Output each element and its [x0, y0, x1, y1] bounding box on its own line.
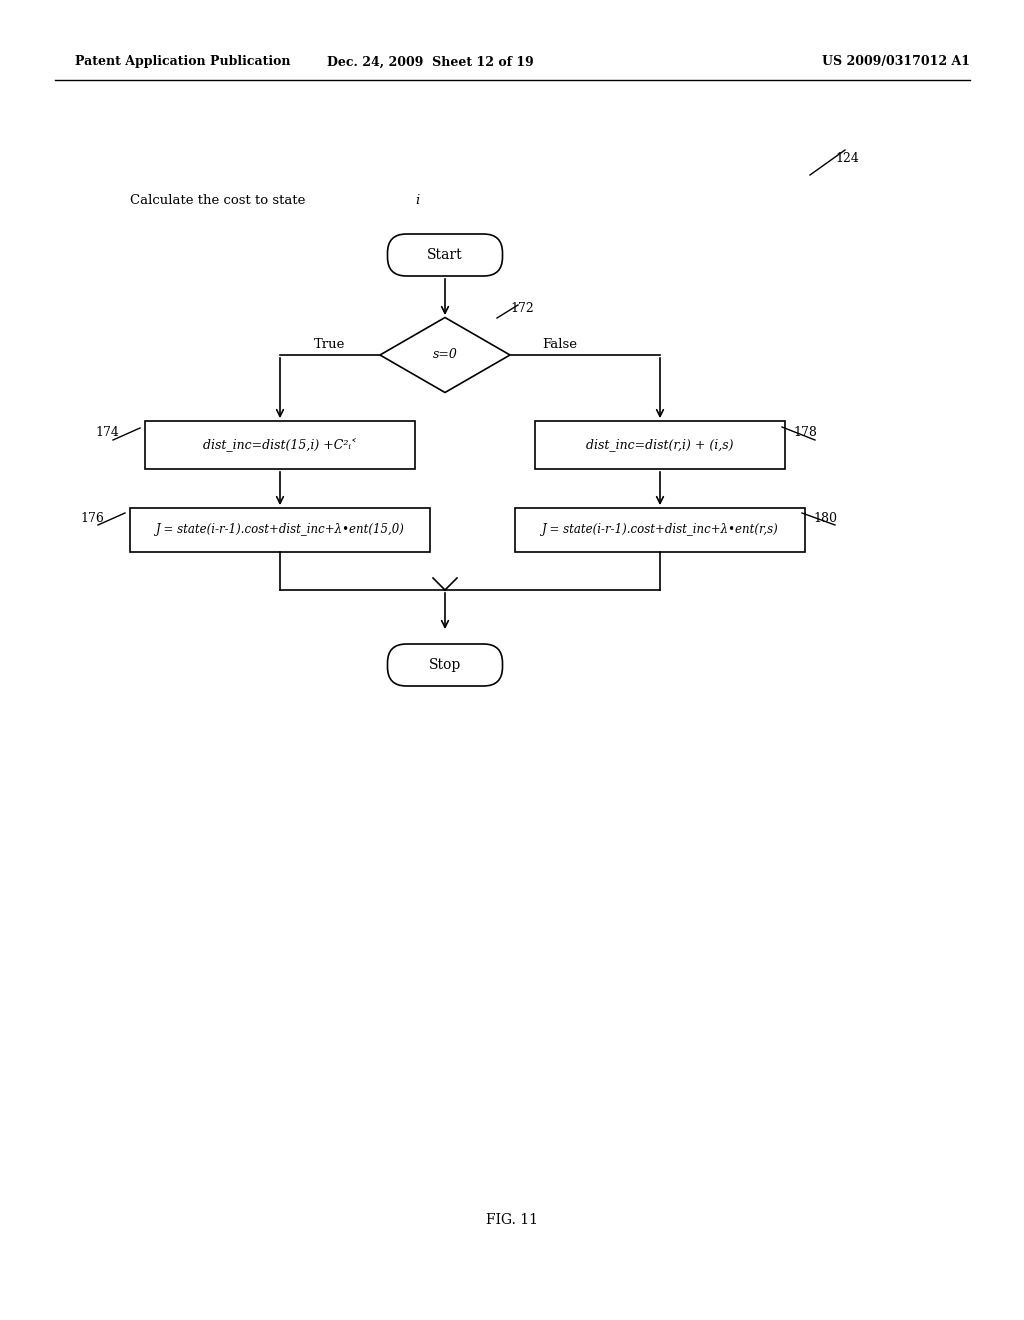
Text: Patent Application Publication: Patent Application Publication: [75, 55, 291, 69]
Text: s=0: s=0: [432, 348, 458, 362]
Text: Start: Start: [427, 248, 463, 261]
Text: dist_inc=dist(r,i) + (i,s): dist_inc=dist(r,i) + (i,s): [587, 438, 734, 451]
Text: US 2009/0317012 A1: US 2009/0317012 A1: [822, 55, 970, 69]
Text: 178: 178: [793, 425, 817, 438]
FancyBboxPatch shape: [387, 644, 503, 686]
Text: True: True: [314, 338, 346, 351]
Text: False: False: [543, 338, 578, 351]
Polygon shape: [380, 318, 510, 392]
Text: J = state(i-r-1).cost+dist_inc+λ•ent(r,s): J = state(i-r-1).cost+dist_inc+λ•ent(r,s…: [542, 524, 778, 536]
Text: 174: 174: [95, 425, 119, 438]
Text: i: i: [415, 194, 419, 206]
Text: dist_inc=dist(15,i) +C²ᵢ˂: dist_inc=dist(15,i) +C²ᵢ˂: [203, 438, 357, 451]
FancyBboxPatch shape: [387, 234, 503, 276]
Text: 176: 176: [80, 511, 103, 524]
Text: 124: 124: [835, 152, 859, 165]
Text: 172: 172: [510, 301, 534, 314]
Bar: [515, 508, 805, 552]
Text: Dec. 24, 2009  Sheet 12 of 19: Dec. 24, 2009 Sheet 12 of 19: [327, 55, 534, 69]
Text: FIG. 11: FIG. 11: [486, 1213, 538, 1228]
Bar: [130, 508, 430, 552]
Text: 180: 180: [813, 511, 837, 524]
Text: Stop: Stop: [429, 657, 461, 672]
Bar: [535, 421, 785, 469]
Text: Calculate the cost to state: Calculate the cost to state: [130, 194, 309, 206]
Text: J = state(i-r-1).cost+dist_inc+λ•ent(15,0): J = state(i-r-1).cost+dist_inc+λ•ent(15,…: [156, 524, 404, 536]
Bar: [145, 421, 415, 469]
